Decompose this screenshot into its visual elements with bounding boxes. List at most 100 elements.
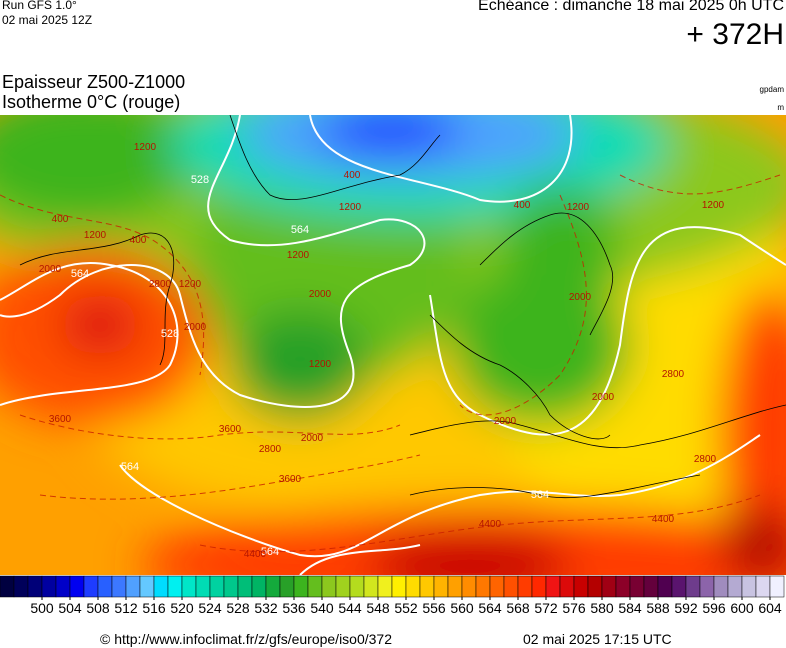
- colorbar-cell: [377, 575, 393, 598]
- isotherm-label: 1200: [179, 279, 202, 290]
- colorbar-cell: [741, 575, 757, 598]
- thickness-label: 564: [121, 461, 139, 473]
- isotherm-label: 400: [514, 200, 531, 211]
- isotherm-label: 2800: [662, 369, 685, 380]
- colorbar-cell: [433, 575, 449, 598]
- colorbar-cell: [727, 575, 743, 598]
- colorbar-cell: [55, 575, 71, 598]
- thickness-contours: [0, 115, 786, 575]
- colorbar-cell: [559, 575, 575, 598]
- colorbar-label: 528: [226, 600, 250, 616]
- colorbar-cell: [181, 575, 197, 598]
- colorbar-label: 572: [534, 600, 558, 616]
- colorbar-label: 560: [450, 600, 474, 616]
- colorbar-cell: [111, 575, 127, 598]
- colorbar-cell: [447, 575, 463, 598]
- isotherm-label: 2000: [301, 433, 324, 444]
- colorbar-label: 516: [142, 600, 166, 616]
- colorbar-label: 504: [58, 600, 82, 616]
- valid-time: Echéance : dimanche 18 mai 2025 0h UTC: [478, 0, 784, 14]
- isotherm-label: 2000: [494, 416, 517, 427]
- isotherm-label: 2000: [592, 392, 615, 403]
- lead-time: + 372H: [686, 18, 784, 51]
- colorbar-cell: [755, 575, 771, 598]
- colorbar-cell: [279, 575, 295, 598]
- colorbar-cell: [335, 575, 351, 598]
- isotherm-label: 2800: [149, 279, 172, 290]
- colorbar-cell: [713, 575, 729, 598]
- isotherm-label: 4400: [479, 519, 502, 530]
- colorbar-label: 584: [618, 600, 642, 616]
- colorbar-label: 512: [114, 600, 138, 616]
- isotherm-label: 4400: [652, 514, 675, 525]
- colorbar-label: 580: [590, 600, 614, 616]
- colorbar-cell: [517, 575, 533, 598]
- isotherm-label: 1200: [134, 142, 157, 153]
- colorbar-cell: [405, 575, 421, 598]
- colorbar-cell: [573, 575, 589, 598]
- colorbar-cell: [461, 575, 477, 598]
- thickness-label: 564: [71, 268, 89, 280]
- colorbar-cell: [699, 575, 715, 598]
- thickness-field: 528 564 564 528 564 564 564 1200 400 1200 400 2000 2…: [0, 115, 786, 575]
- colorbar-label: 548: [366, 600, 390, 616]
- colorbar-cell: [41, 575, 57, 598]
- colorbar-cell: [153, 575, 169, 598]
- colorbar-label: 544: [338, 600, 362, 616]
- colorbar-cell: [265, 575, 281, 598]
- colorbar-cell: [125, 575, 141, 598]
- unit-isotherm: m: [777, 103, 784, 112]
- map: 528 564 564 528 564 564 564 1200 400 1200 400 2000 2…: [0, 115, 786, 575]
- isotherm-contours: [0, 174, 781, 553]
- colorbar-cell: [27, 575, 43, 598]
- isotherm-label: 1200: [339, 202, 362, 213]
- run-date: 02 mai 2025 12Z: [2, 13, 93, 27]
- colorbar-label: 604: [758, 600, 782, 616]
- colorbar-cell: [0, 575, 15, 598]
- colorbar-cell: [615, 575, 631, 598]
- colorbar-label: 600: [730, 600, 754, 616]
- thickness-label: 564: [261, 546, 279, 558]
- isotherm-label: 3600: [279, 474, 302, 485]
- source-url: © http://www.infoclimat.fr/z/gfs/europe/…: [100, 631, 393, 647]
- colorbar-label: 536: [282, 600, 306, 616]
- isotherm-label: 1200: [309, 359, 332, 370]
- isotherm-label: 2800: [694, 454, 717, 465]
- colorbar-label: 508: [86, 600, 110, 616]
- isotherm-label: 3600: [49, 414, 72, 425]
- colorbar-cell: [545, 575, 561, 598]
- colorbar-cell: [475, 575, 491, 598]
- colorbar-cell: [293, 575, 309, 598]
- colorbar: 500 504 508 512 516 520 524 528 532 536 540 544 548 5…: [0, 575, 785, 616]
- colorbar-cell: [391, 575, 407, 598]
- colorbar-cell: [363, 575, 379, 598]
- colorbar-cell: [503, 575, 519, 598]
- isotherm-label: 1200: [702, 200, 725, 211]
- colorbar-cell: [671, 575, 687, 598]
- subtitle: Isotherme 0°C (rouge): [2, 92, 181, 112]
- colorbar-label: 568: [506, 600, 530, 616]
- isotherm-label: 4400: [244, 549, 267, 560]
- colorbar-cell: [601, 575, 617, 598]
- colorbar-cell: [307, 575, 323, 598]
- colorbar-label: 532: [254, 600, 278, 616]
- run: Run GFS 1.0°: [2, 0, 77, 12]
- colorbar-cell: [629, 575, 645, 598]
- isotherm-label: 400: [344, 170, 361, 181]
- thickness-label: 528: [161, 328, 179, 340]
- colorbar-cell: [195, 575, 211, 598]
- isotherm-label: 2800: [259, 444, 282, 455]
- isotherm-label: 2000: [569, 292, 592, 303]
- colorbar-cell: [223, 575, 239, 598]
- colorbar-cell: [321, 575, 337, 598]
- coastlines: [19, 115, 786, 499]
- colorbar-label: 524: [198, 600, 222, 616]
- colorbar-cell: [685, 575, 701, 598]
- colorbar-label: 556: [422, 600, 446, 616]
- isotherm-label: 2000: [309, 289, 332, 300]
- colorbar-label: 588: [646, 600, 670, 616]
- isotherm-label: 3600: [219, 424, 242, 435]
- colorbar-cell: [83, 575, 99, 598]
- generated-time: 02 mai 2025 17:15 UTC: [523, 631, 672, 647]
- colorbar-label: 500: [30, 600, 54, 616]
